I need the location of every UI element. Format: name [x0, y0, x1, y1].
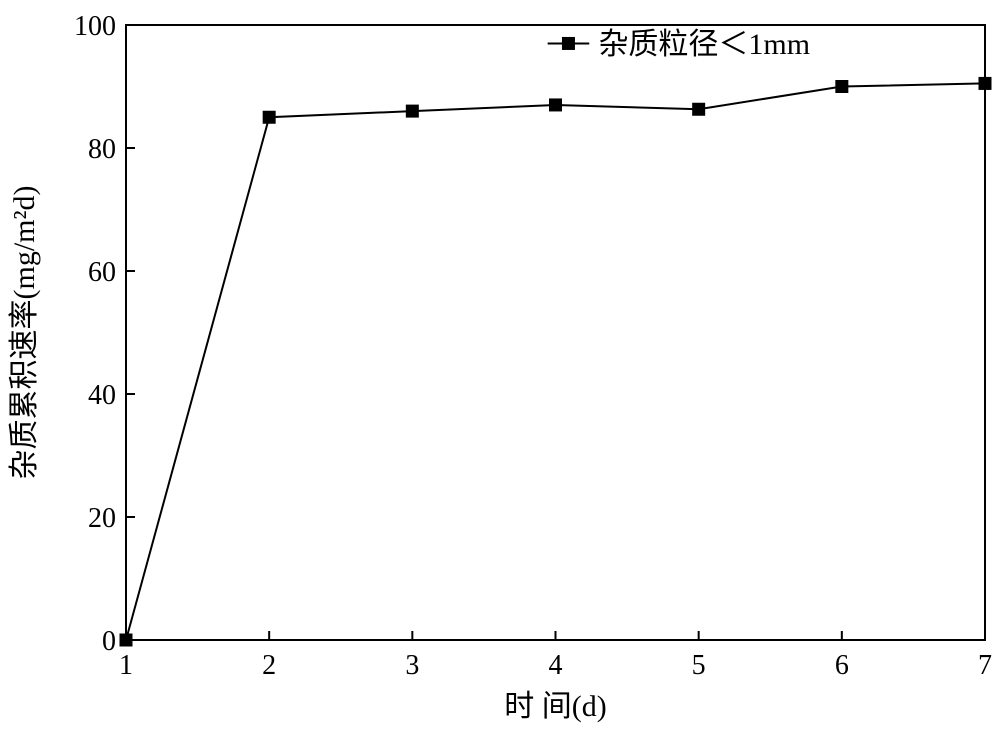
x-tick-label: 1 — [119, 650, 133, 681]
series-marker — [263, 111, 276, 124]
series-marker — [979, 77, 992, 90]
x-axis-title: 时 间(d) — [504, 690, 606, 723]
y-axis-title: 杂质累积速率(mg/m²d) — [8, 186, 41, 480]
y-tick-label: 80 — [88, 134, 116, 165]
series-marker — [549, 98, 562, 111]
y-tick-label: 40 — [88, 380, 116, 411]
series-marker — [692, 103, 705, 116]
x-tick-label: 2 — [262, 650, 276, 681]
series-marker — [835, 80, 848, 93]
x-tick-label: 6 — [835, 650, 849, 681]
y-tick-label: 0 — [102, 626, 116, 657]
legend-label: 杂质粒径＜1mm — [598, 28, 810, 61]
series-marker — [120, 634, 133, 647]
x-tick-label: 5 — [692, 650, 706, 681]
x-tick-label: 7 — [978, 650, 992, 681]
x-tick-label: 3 — [405, 650, 419, 681]
series-marker — [406, 105, 419, 118]
y-tick-label: 100 — [74, 11, 116, 42]
y-tick-label: 60 — [88, 257, 116, 288]
y-tick-label: 20 — [88, 503, 116, 534]
chart-background — [0, 0, 1000, 733]
x-tick-label: 4 — [549, 650, 563, 681]
